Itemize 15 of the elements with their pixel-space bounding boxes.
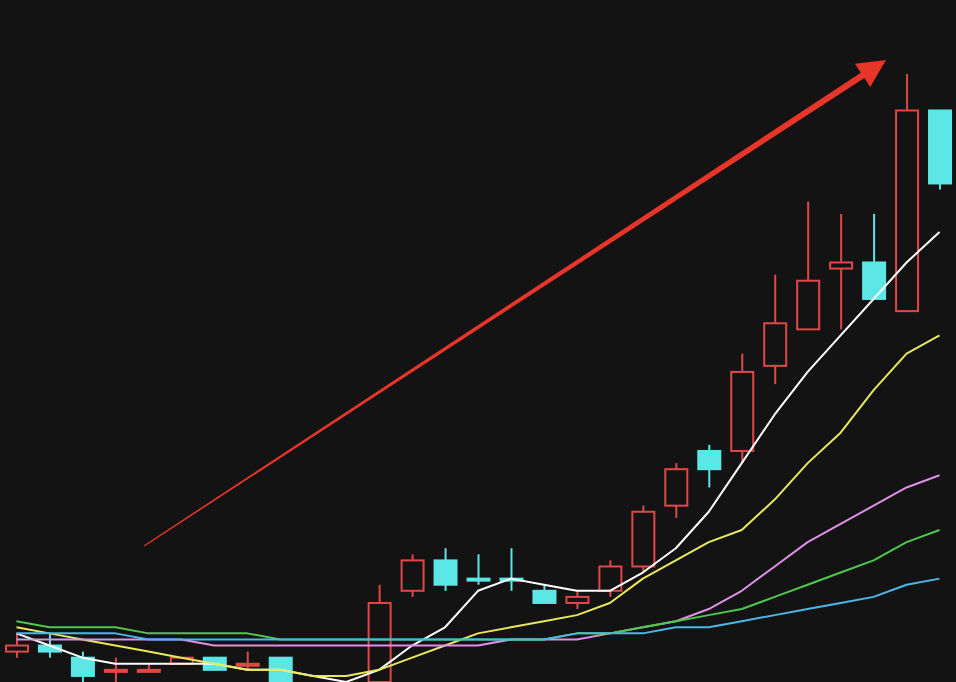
candlestick — [433, 547, 458, 592]
candlestick — [598, 559, 623, 598]
candlestick — [268, 656, 293, 682]
candlestick — [400, 553, 425, 598]
candlestick — [565, 589, 590, 611]
candlestick — [829, 212, 854, 331]
candlestick — [532, 583, 557, 604]
candlestick — [466, 553, 491, 586]
candlestick — [664, 462, 689, 519]
candlestick — [697, 443, 722, 489]
candlestick — [862, 212, 887, 300]
candlestick — [5, 632, 29, 659]
candlestick — [70, 650, 95, 682]
candlestick — [235, 650, 260, 671]
candlestick — [763, 273, 788, 386]
